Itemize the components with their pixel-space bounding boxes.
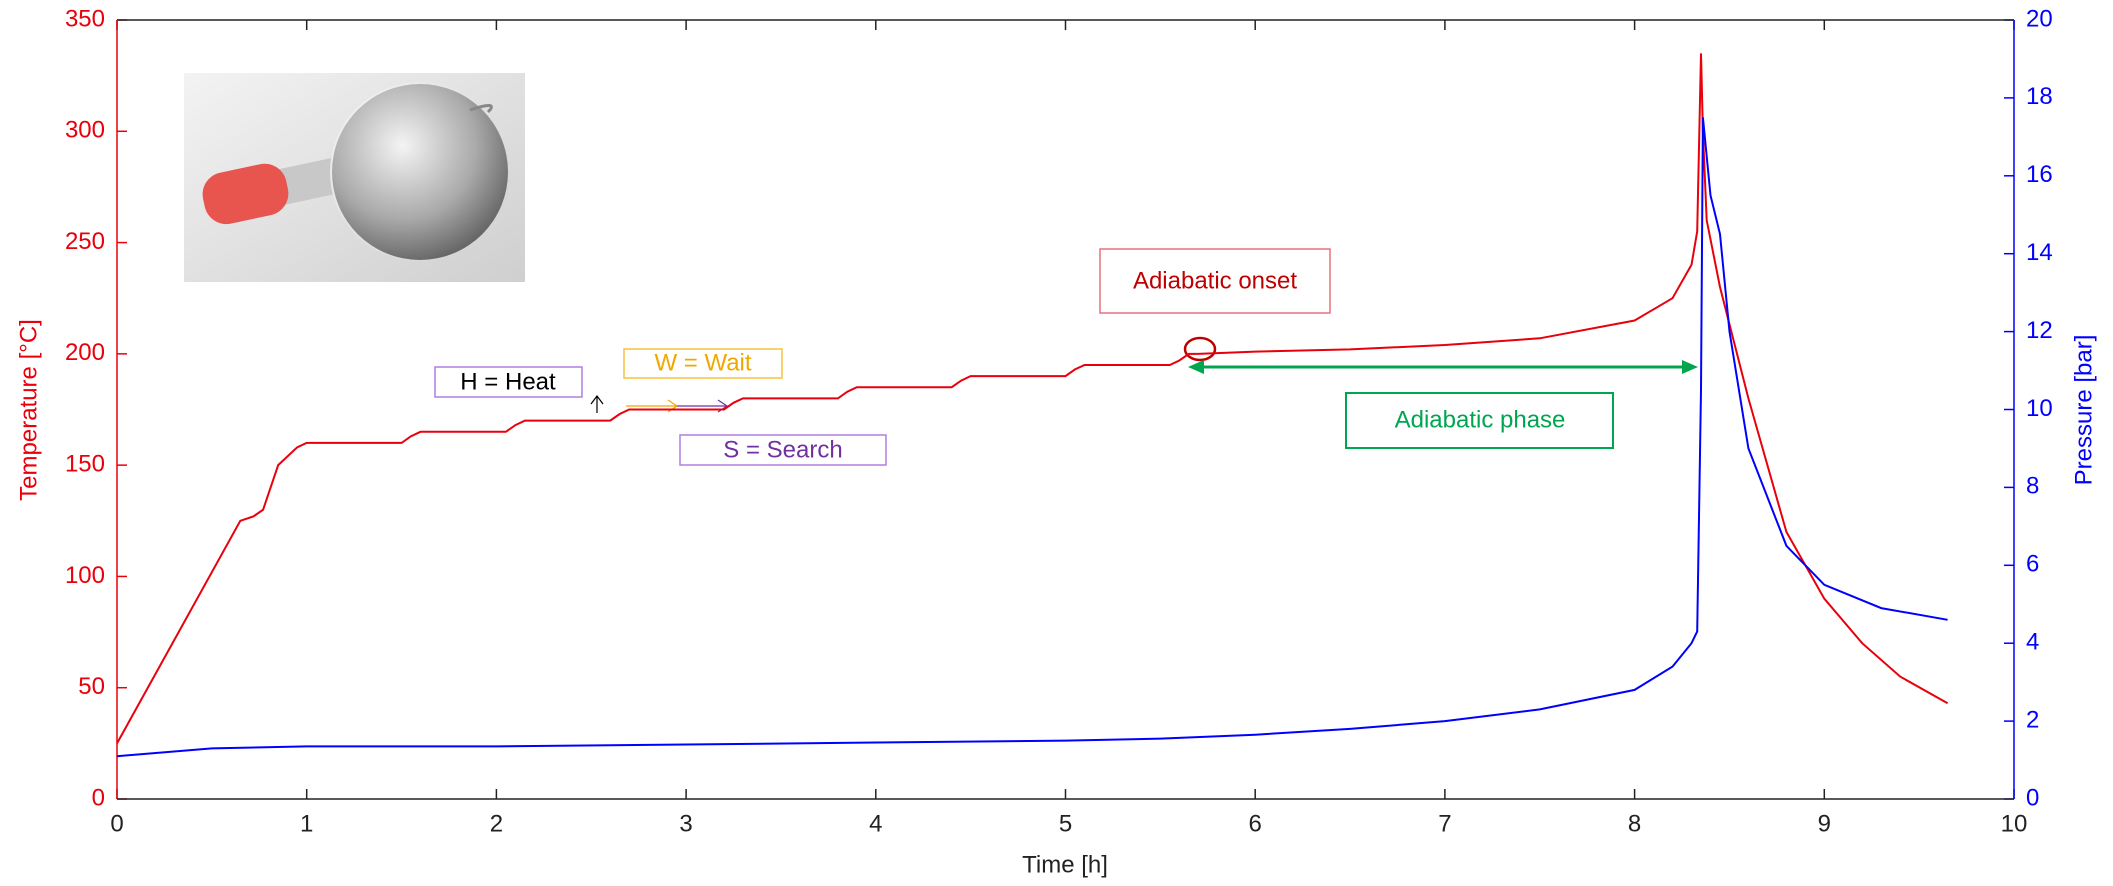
x-tick-label: 2 xyxy=(490,810,503,837)
y2-tick-label: 14 xyxy=(2026,239,2053,266)
photo-inset xyxy=(184,73,525,282)
wait-box xyxy=(623,348,783,379)
y2-tick-label: 0 xyxy=(2026,784,2039,811)
x-tick-label: 3 xyxy=(679,810,692,837)
x-tick-label: 6 xyxy=(1249,810,1262,837)
y-tick-label: 150 xyxy=(65,450,105,477)
phase-label: Adiabatic phase xyxy=(1395,406,1566,433)
y2-tick-label: 12 xyxy=(2026,317,2053,344)
y-tick-label: 0 xyxy=(92,784,105,811)
y2-tick-label: 18 xyxy=(2026,83,2053,110)
search-label: S = Search xyxy=(723,436,842,463)
x-tick-label: 10 xyxy=(2001,810,2028,837)
heat-label: H = Heat xyxy=(460,368,556,395)
y-tick-label: 300 xyxy=(65,117,105,144)
y-tick-label: 350 xyxy=(65,5,105,32)
y-axis-label: Temperature [°C] xyxy=(15,319,42,501)
x-axis-label: Time [h] xyxy=(1022,851,1108,878)
axes: 0 1 2 3 4 5 6 7 8 9 100501001502002503003500246810… xyxy=(65,5,2053,837)
heat-box xyxy=(434,366,583,398)
x-tick-label: 1 xyxy=(300,810,313,837)
onset-box xyxy=(1099,248,1331,314)
y2-tick-label: 10 xyxy=(2026,395,2053,422)
y2-tick-label: 2 xyxy=(2026,706,2039,733)
phase-box xyxy=(1345,392,1614,449)
x-tick-label: 5 xyxy=(1059,810,1072,837)
annotations: Adiabatic onset Adiabatic phase H = Heat… xyxy=(434,248,1698,466)
x-tick-label: 7 xyxy=(1438,810,1451,837)
wait-label: W = Wait xyxy=(654,349,751,376)
x-tick-label: 9 xyxy=(1818,810,1831,837)
y2-axis-label: Pressure [bar] xyxy=(2070,335,2097,486)
x-tick-label: 4 xyxy=(869,810,882,837)
y-tick-label: 50 xyxy=(78,673,105,700)
y-tick-label: 200 xyxy=(65,339,105,366)
search-box xyxy=(679,434,887,466)
y2-tick-label: 20 xyxy=(2026,5,2053,32)
line-1 xyxy=(116,117,1948,758)
heat-arrow xyxy=(590,395,604,413)
y2-tick-label: 4 xyxy=(2026,629,2039,656)
y-tick-label: 250 xyxy=(65,228,105,255)
y-tick-label: 100 xyxy=(65,562,105,589)
x-tick-label: 8 xyxy=(1628,810,1641,837)
onset-marker xyxy=(1183,336,1217,362)
x-tick-label: 0 xyxy=(110,810,123,837)
y2-tick-label: 16 xyxy=(2026,161,2053,188)
onset-label: Adiabatic onset xyxy=(1133,267,1297,294)
y2-tick-label: 8 xyxy=(2026,473,2039,500)
y2-tick-label: 6 xyxy=(2026,551,2039,578)
